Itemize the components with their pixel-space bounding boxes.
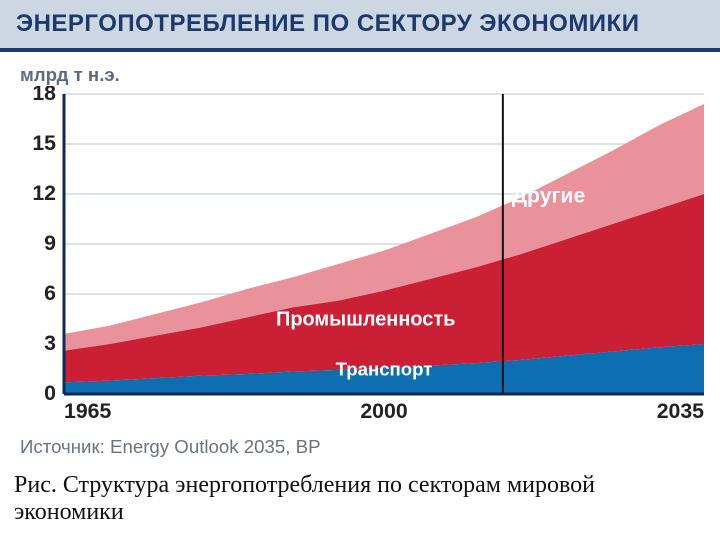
stacked-area-chart: 0 3 6 9 12 15 18 1965 2000 2035 Транспорт Промышлен… <box>20 86 708 426</box>
header-bar: ЭНЕРГОПОТРЕБЛЕНИЕ ПО СЕКТОРУ ЭКОНОМИКИ <box>0 0 720 48</box>
y-tick-label: 3 <box>44 331 56 355</box>
y-axis-title: млрд т н.э. <box>20 64 700 86</box>
y-tick-label: 9 <box>44 231 56 255</box>
y-tick-label: 12 <box>32 181 56 205</box>
x-tick-label: 2000 <box>360 399 407 423</box>
series-label-transport: Транспорт <box>336 359 433 380</box>
source-text: Источник: Energy Outlook 2035, BP <box>20 436 700 458</box>
y-tick-label: 0 <box>44 381 56 405</box>
header-rule <box>0 48 720 52</box>
chart-area: млрд т н.э. 0369121518196520002035Трансп… <box>20 64 700 426</box>
x-tick-label: 2035 <box>657 399 704 423</box>
y-tick-label: 15 <box>32 131 56 155</box>
y-tick-label: 6 <box>44 281 56 305</box>
header-title: ЭНЕРГОПОТРЕБЛЕНИЕ ПО СЕКТОРУ ЭКОНОМИКИ <box>16 10 639 37</box>
series-label-industry: Промышленность <box>276 309 455 331</box>
y-tick-label: 18 <box>32 86 56 105</box>
series-label-other: Другие <box>512 183 586 207</box>
figure-caption: Рис. Структура энергопотребления по сект… <box>14 472 708 526</box>
x-tick-label: 1965 <box>64 399 111 423</box>
